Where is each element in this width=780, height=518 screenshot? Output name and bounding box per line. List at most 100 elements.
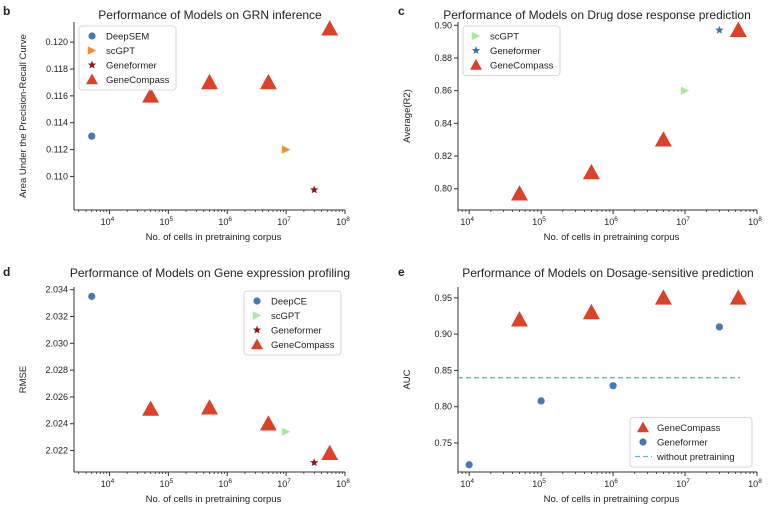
legend-label: Geneformer <box>271 325 322 336</box>
data-point-geneformer <box>537 397 545 405</box>
chart-panel-d: d Performance of Models on Gene expressio… <box>3 265 350 505</box>
x-tick-label: 104 <box>101 478 115 489</box>
legend: scGPT Geneformer GeneCompass <box>462 25 561 76</box>
data-point-genecompass <box>582 163 600 180</box>
legend-box <box>78 25 177 91</box>
data-point-scgpt <box>281 145 291 154</box>
data-point-genecompass <box>510 311 528 327</box>
data-point-genecompass <box>654 289 672 305</box>
legend-marker-geneformer <box>639 438 647 446</box>
data-point-genecompass <box>201 399 218 415</box>
data-point-genecompass <box>259 73 277 90</box>
y-tick-label: 0.80 <box>434 402 452 412</box>
data-point-genecompass <box>729 289 747 305</box>
y-tick-label: 0.88 <box>434 53 452 63</box>
chart-panel-b: b Performance of Models on GRN inference 1… <box>3 4 350 243</box>
data-point-deepsem <box>88 132 96 140</box>
y-tick-label: 0.85 <box>434 365 452 375</box>
y-tick-label: 0.90 <box>434 20 452 30</box>
y-tick-label: 0.116 <box>46 91 68 101</box>
data-point-geneformer <box>465 461 473 469</box>
chart-panel-e: e Performance of Models on Dosage-sensiti… <box>398 265 762 505</box>
y-axis-label: Average(R2) <box>402 89 413 143</box>
legend-label: scGPT <box>271 311 300 322</box>
x-tick-label: 107 <box>676 478 690 489</box>
x-tick-label: 107 <box>277 216 291 227</box>
data-point-geneformer <box>310 185 319 194</box>
legend-box <box>462 25 561 76</box>
legend-marker-geneformer <box>87 60 97 69</box>
legend-label: GeneCompass <box>490 60 554 71</box>
x-tick-label: 105 <box>532 478 546 489</box>
x-tick-label: 106 <box>604 216 618 227</box>
y-tick-label: 2.032 <box>45 311 68 321</box>
x-tick-label: 108 <box>748 478 762 489</box>
y-tick-label: 2.030 <box>45 338 68 348</box>
legend-marker-scgpt <box>471 31 481 41</box>
y-tick-label: 0.110 <box>46 171 68 181</box>
x-tick-label: 105 <box>160 216 174 227</box>
x-tick-label: 108 <box>336 216 350 227</box>
chart-title: Performance of Models on Gene expression… <box>70 266 350 280</box>
panel-letter: d <box>3 265 10 279</box>
data-point-geneformer <box>609 382 617 390</box>
panel-letter: e <box>398 265 405 279</box>
legend-marker-genecompass <box>86 73 98 85</box>
data-point-genecompass <box>582 303 600 320</box>
data-point-scgpt <box>680 86 690 95</box>
legend-marker-genecompass <box>637 421 649 433</box>
y-tick-label: 0.114 <box>46 118 68 128</box>
data-point-geneformer <box>715 323 723 331</box>
data-point-genecompass <box>729 21 747 37</box>
x-axis-label: No. of cells in pretraining corpus <box>544 494 680 505</box>
y-tick-label: 0.90 <box>434 329 452 339</box>
x-tick-label: 108 <box>336 478 350 489</box>
x-axis-label: No. of cells in pretraining corpus <box>146 494 282 505</box>
y-tick-label: 2.034 <box>45 285 68 295</box>
y-tick-label: 2.022 <box>45 446 68 456</box>
legend: DeepSEM scGPT Geneformer GeneCompass <box>78 25 177 91</box>
y-axis-label: Area Under the Precision-Recall Curve <box>18 34 29 198</box>
legend-label: Geneformer <box>657 437 708 448</box>
legend: DeepCE scGPT Geneformer GeneCompass <box>243 290 342 356</box>
legend-box <box>629 417 753 468</box>
y-tick-label: 2.028 <box>45 365 68 375</box>
data-point-genecompass <box>321 444 339 461</box>
x-tick-label: 105 <box>160 478 174 489</box>
legend-marker-deepsem <box>88 32 96 40</box>
x-tick-label: 105 <box>532 216 546 227</box>
legend-marker-genecompass <box>251 338 263 350</box>
legend-label: without pretraining <box>656 452 735 463</box>
data-point-geneformer <box>715 25 724 34</box>
data-point-genecompass <box>321 20 339 36</box>
y-tick-label: 0.82 <box>434 151 452 161</box>
y-tick-label: 0.84 <box>434 118 452 128</box>
y-axis-label: AUC <box>402 369 413 389</box>
data-point-scgpt <box>281 427 291 436</box>
legend-label: GeneCompass <box>657 423 721 434</box>
legend-label: Geneformer <box>106 60 157 71</box>
chart-title: Performance of Models on Dosage-sensitiv… <box>462 266 753 280</box>
legend: GeneCompass Geneformer without pretraining <box>629 417 753 468</box>
y-tick-label: 0.112 <box>46 145 68 155</box>
y-tick-label: 2.024 <box>45 419 68 429</box>
y-tick-label: 0.75 <box>434 438 452 448</box>
legend-label: DeepCE <box>271 296 307 307</box>
y-tick-label: 0.95 <box>434 293 452 303</box>
legend-box <box>243 290 342 356</box>
legend-marker-scgpt <box>252 311 262 320</box>
legend-marker-deepce <box>253 297 261 305</box>
x-tick-label: 104 <box>460 478 474 489</box>
data-point-geneformer <box>310 458 319 467</box>
legend-marker-geneformer <box>252 325 262 334</box>
legend-label: DeepSEM <box>106 31 149 42</box>
y-tick-label: 0.120 <box>45 37 68 47</box>
legend-label: scGPT <box>106 46 135 57</box>
panel-letter: c <box>398 4 405 18</box>
data-point-genecompass <box>201 73 218 90</box>
y-tick-label: 0.80 <box>434 184 452 194</box>
x-tick-label: 107 <box>676 216 690 227</box>
chart-title: Performance of Models on Drug dose respo… <box>443 8 751 22</box>
legend-marker-geneformer <box>471 46 481 55</box>
